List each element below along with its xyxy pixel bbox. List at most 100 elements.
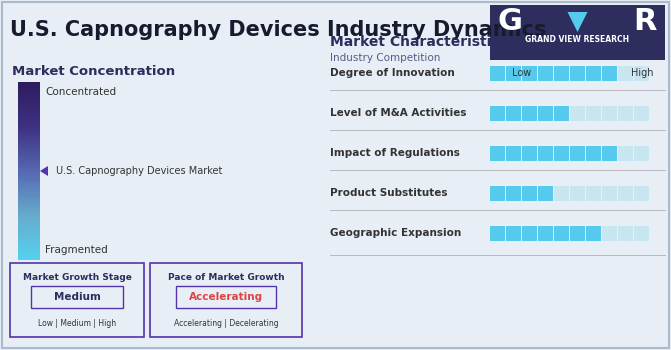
Bar [18, 115, 40, 118]
Polygon shape [40, 166, 48, 176]
Bar [18, 137, 40, 139]
Bar [18, 135, 40, 137]
Bar [18, 236, 40, 239]
Bar [18, 113, 40, 116]
FancyBboxPatch shape [490, 146, 505, 161]
Text: Low | Medium | High: Low | Medium | High [38, 318, 116, 328]
FancyBboxPatch shape [586, 105, 601, 120]
FancyBboxPatch shape [586, 225, 601, 240]
Bar [18, 144, 40, 146]
Bar [18, 233, 40, 235]
FancyBboxPatch shape [554, 186, 568, 201]
Bar [18, 165, 40, 167]
FancyBboxPatch shape [505, 186, 521, 201]
FancyBboxPatch shape [505, 105, 521, 120]
Bar [18, 181, 40, 183]
FancyBboxPatch shape [521, 225, 537, 240]
FancyBboxPatch shape [570, 186, 584, 201]
Bar [18, 160, 40, 162]
Bar [18, 251, 40, 253]
FancyBboxPatch shape [586, 186, 601, 201]
Bar [18, 244, 40, 246]
Text: Impact of Regulations: Impact of Regulations [330, 148, 460, 158]
Bar [18, 101, 40, 103]
Bar [18, 252, 40, 255]
Bar [18, 224, 40, 226]
Text: Accelerating: Accelerating [189, 292, 263, 302]
FancyBboxPatch shape [601, 225, 617, 240]
Text: Low: Low [513, 68, 531, 78]
Bar [18, 110, 40, 112]
Text: GRAND VIEW RESEARCH: GRAND VIEW RESEARCH [525, 35, 629, 44]
Bar [18, 105, 40, 107]
FancyBboxPatch shape [570, 146, 584, 161]
Bar [18, 94, 40, 96]
Text: Market Concentration: Market Concentration [12, 65, 175, 78]
Bar [18, 151, 40, 153]
FancyBboxPatch shape [633, 146, 648, 161]
FancyBboxPatch shape [554, 225, 568, 240]
Bar [18, 208, 40, 210]
Bar [18, 187, 40, 189]
FancyBboxPatch shape [505, 65, 521, 80]
Bar [18, 195, 40, 198]
Text: Pace of Market Growth: Pace of Market Growth [168, 273, 285, 282]
Bar [18, 206, 40, 208]
Polygon shape [568, 12, 588, 32]
Bar [18, 188, 40, 191]
Text: U.S. Capnography Devices Industry Dynamics: U.S. Capnography Devices Industry Dynami… [10, 20, 546, 40]
Bar [18, 154, 40, 157]
Text: Market Characteristics: Market Characteristics [330, 35, 508, 49]
Bar [18, 103, 40, 105]
FancyBboxPatch shape [617, 146, 633, 161]
Bar [18, 213, 40, 216]
Text: Level of M&A Activities: Level of M&A Activities [330, 108, 466, 118]
Bar [18, 92, 40, 94]
Bar [18, 229, 40, 231]
Bar [18, 217, 40, 219]
FancyBboxPatch shape [601, 105, 617, 120]
FancyBboxPatch shape [505, 146, 521, 161]
Bar [18, 112, 40, 114]
Bar [18, 192, 40, 194]
Text: Degree of Innovation: Degree of Innovation [330, 68, 455, 78]
Text: R: R [633, 7, 657, 36]
FancyBboxPatch shape [31, 286, 123, 308]
Bar [18, 254, 40, 257]
Bar [18, 247, 40, 249]
FancyBboxPatch shape [10, 263, 144, 337]
Bar [18, 167, 40, 169]
Bar [18, 162, 40, 164]
Bar [18, 222, 40, 224]
Bar [18, 90, 40, 93]
Text: Industry Competition: Industry Competition [330, 53, 440, 63]
Bar [18, 85, 40, 88]
FancyBboxPatch shape [570, 65, 584, 80]
FancyBboxPatch shape [554, 105, 568, 120]
Bar [18, 149, 40, 152]
Bar [18, 204, 40, 206]
Text: Accelerating | Decelerating: Accelerating | Decelerating [174, 318, 278, 328]
Bar [18, 142, 40, 144]
Bar [18, 106, 40, 109]
FancyBboxPatch shape [490, 105, 505, 120]
Bar [18, 215, 40, 217]
Bar [18, 83, 40, 85]
Bar [18, 139, 40, 141]
FancyBboxPatch shape [633, 225, 648, 240]
Text: Concentrated: Concentrated [45, 87, 116, 97]
Bar [18, 176, 40, 178]
Bar [18, 258, 40, 260]
Bar [18, 218, 40, 221]
Bar [18, 119, 40, 121]
FancyBboxPatch shape [633, 65, 648, 80]
Bar [18, 180, 40, 182]
Bar [18, 163, 40, 166]
FancyBboxPatch shape [617, 225, 633, 240]
Bar [18, 242, 40, 244]
Bar [18, 98, 40, 100]
Bar [18, 156, 40, 159]
FancyBboxPatch shape [150, 263, 302, 337]
FancyBboxPatch shape [586, 146, 601, 161]
Bar [18, 203, 40, 205]
